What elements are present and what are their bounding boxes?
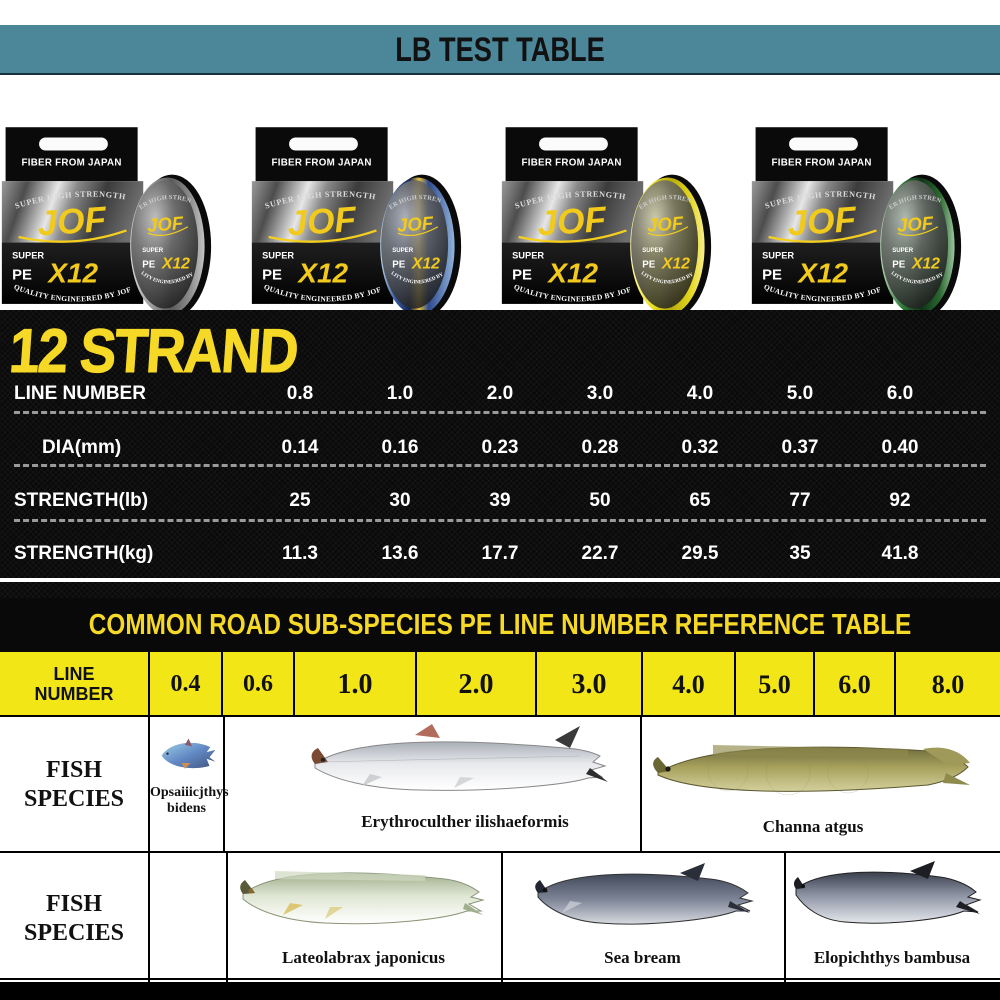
svg-text:X12: X12 bbox=[796, 258, 848, 289]
svg-text:PE: PE bbox=[392, 260, 406, 271]
svg-text:PE: PE bbox=[262, 268, 282, 284]
svg-text:JOF: JOF bbox=[536, 200, 609, 244]
svg-text:PE: PE bbox=[892, 260, 906, 271]
svg-text:PE: PE bbox=[142, 260, 156, 271]
svg-text:X12: X12 bbox=[296, 258, 348, 289]
svg-text:JOF: JOF bbox=[146, 212, 184, 236]
svg-text:PE: PE bbox=[762, 268, 782, 284]
svg-text:JOF: JOF bbox=[646, 212, 684, 236]
svg-text:SUPER: SUPER bbox=[762, 250, 794, 260]
svg-text:SUPER: SUPER bbox=[512, 250, 544, 260]
svg-text:SUPER: SUPER bbox=[12, 250, 44, 260]
svg-text:X12: X12 bbox=[161, 256, 190, 273]
svg-text:JOF: JOF bbox=[36, 200, 109, 244]
svg-text:JOF: JOF bbox=[896, 212, 934, 236]
svg-text:PE: PE bbox=[512, 268, 532, 284]
svg-text:SUPER: SUPER bbox=[142, 248, 163, 254]
svg-text:FIBER FROM JAPAN: FIBER FROM JAPAN bbox=[522, 157, 622, 168]
svg-text:X12: X12 bbox=[46, 258, 98, 289]
svg-text:SUPER: SUPER bbox=[642, 248, 663, 254]
svg-text:X12: X12 bbox=[411, 256, 440, 273]
svg-text:FIBER FROM JAPAN: FIBER FROM JAPAN bbox=[272, 157, 372, 168]
svg-text:JOF: JOF bbox=[286, 200, 359, 244]
svg-text:JOF: JOF bbox=[396, 212, 434, 236]
svg-text:PE: PE bbox=[642, 260, 656, 271]
svg-text:FIBER FROM JAPAN: FIBER FROM JAPAN bbox=[772, 157, 872, 168]
svg-text:SUPER: SUPER bbox=[262, 250, 294, 260]
svg-text:X12: X12 bbox=[661, 256, 690, 273]
svg-text:SUPER: SUPER bbox=[392, 248, 413, 254]
svg-text:SUPER: SUPER bbox=[892, 248, 913, 254]
svg-text:X12: X12 bbox=[911, 256, 940, 273]
svg-text:FIBER FROM JAPAN: FIBER FROM JAPAN bbox=[22, 157, 122, 168]
svg-text:PE: PE bbox=[12, 268, 32, 284]
svg-text:X12: X12 bbox=[546, 258, 598, 289]
svg-text:JOF: JOF bbox=[786, 200, 859, 244]
